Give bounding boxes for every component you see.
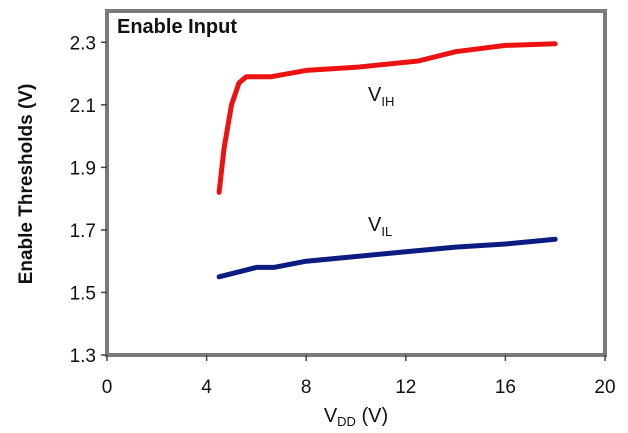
x-tick-label: 0 — [102, 377, 113, 398]
x-axis-ticks: 0 4 8 12 16 20 — [102, 355, 616, 398]
x-tick-label: 4 — [201, 377, 212, 398]
y-tick-label: 1.5 — [70, 283, 96, 304]
chart-title: Enable Input — [117, 16, 237, 38]
y-tick-label: 2.3 — [70, 33, 96, 54]
series-line-vih — [216, 41, 558, 195]
y-axis-label: Enable Thresholds (V) — [16, 84, 37, 285]
series-layer — [216, 41, 558, 280]
x-tick-label: 12 — [395, 377, 416, 398]
x-tick-label: 16 — [495, 377, 516, 398]
x-tick-label: 20 — [594, 377, 615, 398]
plot-frame — [105, 9, 607, 357]
x-axis-label: VDD (V) — [324, 405, 388, 429]
series-label-vih: VIH — [368, 84, 394, 109]
y-tick-label: 1.7 — [70, 221, 96, 242]
x-tick-label: 8 — [301, 377, 312, 398]
series-line-vil — [216, 236, 558, 280]
y-axis-ticks: 1.3 1.5 1.7 1.9 2.1 2.3 — [70, 33, 107, 367]
series-label-vil: VIL — [368, 214, 392, 239]
y-tick-label: 1.3 — [70, 346, 96, 367]
y-tick-label: 1.9 — [70, 158, 96, 179]
y-tick-label: 2.1 — [70, 96, 96, 117]
